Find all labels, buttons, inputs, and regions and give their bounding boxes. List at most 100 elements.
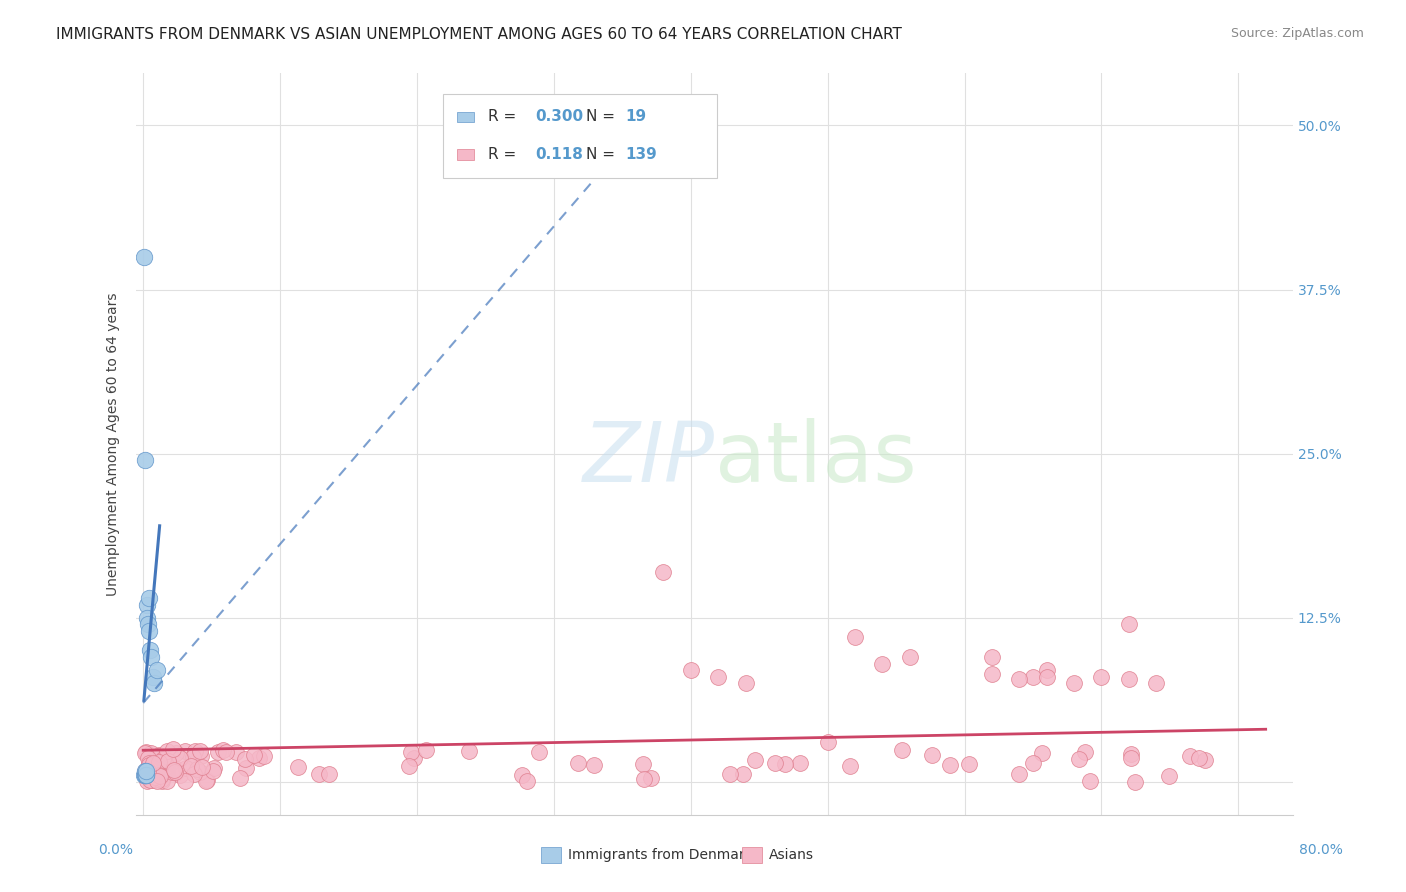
Point (165, 747, 187, 761)
Point (135, 768, 157, 782)
Point (399, 745, 422, 759)
Point (134, 768, 156, 782)
Point (1074, 745, 1097, 759)
Point (134, 768, 156, 782)
Point (215, 745, 238, 759)
Point (195, 772, 218, 787)
Text: N =: N = (586, 147, 620, 161)
Point (938, 758, 960, 772)
Point (1144, 676, 1167, 690)
Point (195, 773, 218, 788)
Text: R =: R = (488, 147, 526, 161)
Point (143, 676, 166, 690)
Point (138, 591, 160, 605)
Point (136, 617, 159, 632)
Point (174, 773, 197, 788)
Point (156, 744, 179, 758)
Point (138, 758, 160, 772)
Text: atlas: atlas (714, 418, 917, 500)
Point (1022, 670, 1045, 684)
Point (242, 747, 264, 762)
Point (148, 772, 170, 786)
Point (567, 756, 589, 771)
Point (872, 657, 894, 671)
Point (156, 766, 179, 780)
Text: N =: N = (586, 110, 620, 124)
Point (162, 742, 184, 756)
Point (890, 743, 912, 757)
Point (146, 663, 169, 677)
Text: 19: 19 (626, 110, 647, 124)
Point (817, 735, 839, 749)
Point (1118, 673, 1140, 687)
Point (1069, 752, 1091, 766)
Point (150, 759, 173, 773)
Point (179, 759, 201, 773)
Point (898, 650, 921, 665)
Point (679, 663, 702, 677)
Point (516, 774, 538, 789)
Point (135, 745, 157, 759)
Point (135, 765, 157, 780)
Point (763, 756, 786, 770)
Point (145, 756, 167, 770)
Point (145, 774, 167, 789)
Point (201, 764, 224, 778)
Point (134, 250, 156, 264)
Point (287, 760, 309, 774)
Point (139, 772, 162, 787)
Point (1008, 673, 1031, 687)
Text: 0.300: 0.300 (536, 110, 583, 124)
Point (731, 767, 754, 781)
Point (153, 765, 176, 780)
Point (135, 764, 157, 779)
Point (398, 758, 420, 772)
Point (631, 757, 654, 772)
Point (146, 772, 169, 786)
Point (1090, 670, 1112, 684)
Point (143, 772, 166, 787)
Point (583, 757, 606, 772)
Point (163, 763, 186, 777)
Text: IMMIGRANTS FROM DENMARK VS ASIAN UNEMPLOYMENT AMONG AGES 60 TO 64 YEARS CORRELAT: IMMIGRANTS FROM DENMARK VS ASIAN UNEMPLO… (56, 27, 903, 42)
Point (156, 754, 179, 768)
Point (957, 756, 980, 771)
Point (142, 756, 165, 770)
Point (134, 453, 156, 467)
Point (141, 650, 163, 665)
Point (190, 748, 212, 763)
Point (138, 759, 160, 773)
Point (415, 742, 437, 756)
Point (186, 762, 208, 776)
Point (734, 676, 756, 690)
Point (136, 750, 159, 764)
Point (1035, 663, 1057, 677)
Point (135, 768, 157, 782)
Point (1119, 751, 1142, 765)
Point (138, 624, 160, 638)
Point (202, 761, 225, 775)
Text: R =: R = (488, 110, 522, 124)
Point (134, 768, 156, 782)
Point (921, 748, 943, 763)
Point (145, 770, 167, 784)
Point (136, 774, 159, 789)
Point (141, 746, 163, 760)
Point (165, 766, 187, 780)
Text: Asians: Asians (769, 847, 814, 862)
Point (152, 752, 174, 766)
Point (143, 762, 166, 776)
Point (136, 610, 159, 624)
Point (253, 748, 276, 763)
Point (980, 650, 1002, 665)
Point (134, 747, 156, 761)
Point (155, 766, 177, 780)
Point (510, 768, 533, 782)
Point (134, 764, 156, 779)
Point (150, 772, 173, 786)
Point (1118, 617, 1140, 632)
Point (1008, 767, 1031, 781)
Point (148, 747, 170, 762)
Point (191, 759, 214, 773)
Point (160, 764, 183, 779)
